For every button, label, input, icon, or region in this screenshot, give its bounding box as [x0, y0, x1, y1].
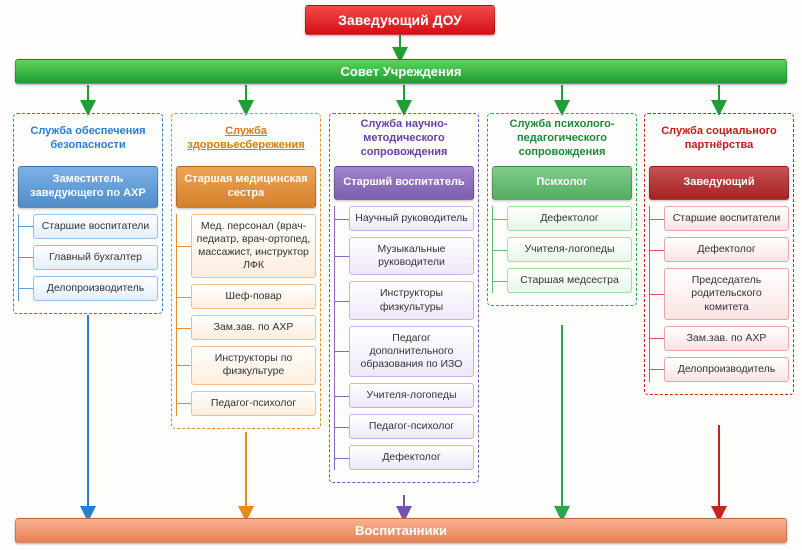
col-health: Служба здоровьесбережения Старшая медицин…: [171, 113, 321, 429]
leaf: Учителя-логопеды: [349, 383, 474, 408]
col-head: Заведующий: [649, 166, 789, 200]
leaf: Дефектолог: [349, 445, 474, 470]
col-psych: Служба психолого-педагогического сопрово…: [487, 113, 637, 306]
col-title: Служба здоровьесбережения: [176, 118, 316, 160]
leaf: Старшие воспитатели: [664, 206, 789, 231]
leaf: Старшие воспитатели: [33, 214, 158, 239]
col-tree: Мед. персонал (врач-педиатр, врач-ортопе…: [176, 214, 316, 416]
col-tree: Старшие воспитатели Дефектолог Председател…: [649, 206, 789, 382]
col-head: Заместитель заведующего по АХР: [18, 166, 158, 208]
leaf: Музыкальные руководители: [349, 237, 474, 275]
leaf: Шеф-повар: [191, 284, 316, 309]
leaf: Инструкторы по физкультуре: [191, 346, 316, 384]
council-label: Совет Учреждения: [341, 64, 462, 79]
col-title: Служба социального партнёрства: [649, 118, 789, 160]
col-tree: Дефектолог Учителя-логопеды Старшая медсес…: [492, 206, 632, 293]
leaf: Зам.зав. по АХР: [664, 326, 789, 351]
col-head: Старшая медицинская сестра: [176, 166, 316, 208]
leaf: Педагог-психолог: [191, 391, 316, 416]
bottom-label: Воспитанники: [355, 523, 447, 538]
leaf: Педагог-психолог: [349, 414, 474, 439]
col-title: Служба психолого-педагогического сопрово…: [492, 118, 632, 160]
leaf: Главный бухгалтер: [33, 245, 158, 270]
col-title: Служба обеспечения безопасности: [18, 118, 158, 160]
col-method: Служба научно-методического сопровождени…: [329, 113, 479, 483]
leaf: Дефектолог: [664, 237, 789, 262]
leaf: Научный руководитель: [349, 206, 474, 231]
col-tree: Научный руководитель Музыкальные руководи…: [334, 206, 474, 470]
leaf: Инструкторы физкультуры: [349, 281, 474, 319]
col-social: Служба социального партнёрства Заведующий…: [644, 113, 794, 395]
leaf: Делопроизводитель: [664, 357, 789, 382]
leaf: Педагог дополнительного образования по И…: [349, 326, 474, 377]
leaf: Мед. персонал (врач-педиатр, врач-ортопе…: [191, 214, 316, 279]
col-safety: Служба обеспечения безопасности Заместите…: [13, 113, 163, 314]
leaf: Старшая медсестра: [507, 268, 632, 293]
leaf: Зам.зав. по АХР: [191, 315, 316, 340]
col-head: Старший воспитатель: [334, 166, 474, 200]
head-label: Заведующий ДОУ: [338, 12, 462, 28]
col-tree: Старшие воспитатели Главный бухгалтер Дело…: [18, 214, 158, 301]
leaf: Учителя-логопеды: [507, 237, 632, 262]
col-head: Психолог: [492, 166, 632, 200]
col-title: Служба научно-методического сопровождени…: [334, 118, 474, 160]
leaf: Дефектолог: [507, 206, 632, 231]
bottom-box: Воспитанники: [15, 518, 787, 543]
leaf: Делопроизводитель: [33, 276, 158, 301]
head-box: Заведующий ДОУ: [305, 5, 495, 35]
leaf: Председатель родительского комитета: [664, 268, 789, 319]
council-box: Совет Учреждения: [15, 59, 787, 84]
